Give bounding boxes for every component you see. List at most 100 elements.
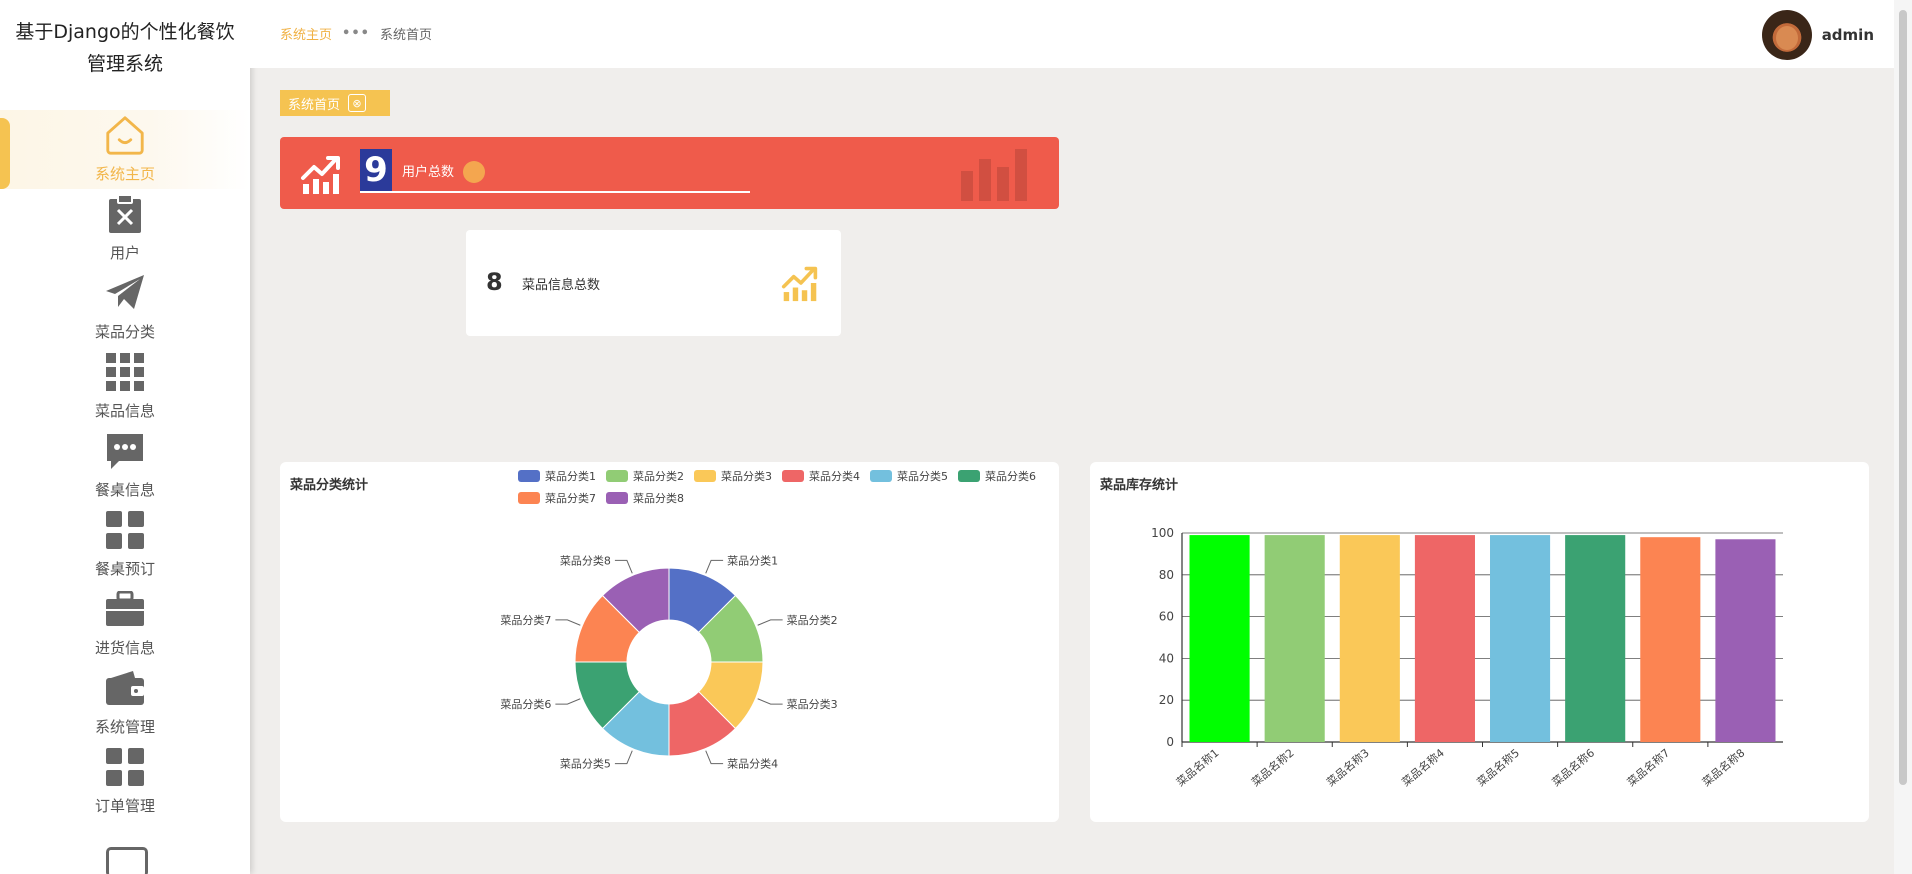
four-squares-icon xyxy=(103,508,147,552)
x-tick-label: 菜品名称5 xyxy=(1474,746,1522,790)
dish-count-value: 8 xyxy=(486,268,503,296)
wallet-icon xyxy=(103,666,147,710)
legend-swatch xyxy=(606,470,628,482)
sidebar-item-label: 菜品信息 xyxy=(94,402,155,420)
bar[interactable] xyxy=(1715,539,1776,742)
pie-label-line xyxy=(757,619,783,626)
four-squares-icon xyxy=(103,745,147,789)
sidebar-item-system-management[interactable]: 系统管理 xyxy=(0,663,250,742)
user-menu[interactable]: admin xyxy=(1761,10,1874,60)
legend-label: 菜品分类7 xyxy=(545,492,596,505)
legend-swatch xyxy=(606,492,628,504)
legend-label: 菜品分类6 xyxy=(985,470,1036,483)
pie-slice-label: 菜品分类2 xyxy=(787,613,838,627)
sidebar-item-order-management[interactable]: 订单管理 xyxy=(0,742,250,821)
y-tick-label: 80 xyxy=(1159,568,1174,582)
legend-label: 菜品分类3 xyxy=(721,470,772,483)
card-icon[interactable] xyxy=(106,847,148,874)
breadcrumb-separator-icon: ••• xyxy=(342,26,370,41)
page-tag[interactable]: 系统首页 ⊗ xyxy=(280,90,390,116)
legend-swatch xyxy=(694,470,716,482)
legend-item[interactable]: 菜品分类1 xyxy=(518,468,596,484)
dish-count-label: 菜品信息总数 xyxy=(522,278,601,293)
chart-title: 菜品库存统计 xyxy=(1100,478,1179,493)
legend-item[interactable]: 菜品分类8 xyxy=(606,490,684,506)
clipboard-x-icon xyxy=(103,192,147,236)
y-tick-label: 20 xyxy=(1159,693,1174,707)
pie-legend: 菜品分类1 菜品分类2 菜品分类3 菜品分类4 菜品分类5 菜品分类6 菜品分类7 菜品分类8 xyxy=(518,468,1058,506)
scrollbar-thumb[interactable] xyxy=(1899,10,1907,785)
legend-item[interactable]: 菜品分类3 xyxy=(694,468,772,484)
sidebar-item-label: 餐桌预订 xyxy=(94,560,155,578)
bar[interactable] xyxy=(1640,537,1701,742)
x-tick-label: 菜品名称1 xyxy=(1173,746,1221,790)
legend-swatch xyxy=(782,470,804,482)
bar[interactable] xyxy=(1339,535,1400,742)
sidebar-item-dish-info[interactable]: 菜品信息 xyxy=(0,347,250,426)
sidebar-item-label: 餐桌信息 xyxy=(94,481,155,499)
legend-item[interactable]: 菜品分类7 xyxy=(518,490,596,506)
y-tick-label: 60 xyxy=(1159,610,1174,624)
sidebar-item-purchase-info[interactable]: 进货信息 xyxy=(0,584,250,663)
top-header: 系统主页 ••• 系统首页 admin xyxy=(250,0,1894,68)
y-tick-label: 40 xyxy=(1159,651,1174,665)
x-tick-label: 菜品名称7 xyxy=(1624,746,1672,790)
chart-title: 菜品分类统计 xyxy=(290,478,369,493)
pie-slice-label: 菜品分类8 xyxy=(560,553,611,567)
legend-item[interactable]: 菜品分类4 xyxy=(782,468,860,484)
legend-swatch xyxy=(958,470,980,482)
sidebar-item-table-info[interactable]: 餐桌信息 xyxy=(0,426,250,505)
sidebar: 基于Django的个性化餐饮 管理系统 系统主页 用户 菜品分类 菜品信息 餐桌… xyxy=(0,0,250,874)
sidebar-item-label: 系统主页 xyxy=(94,165,155,183)
sidebar-item-label: 订单管理 xyxy=(94,797,155,815)
breadcrumb-current: 系统首页 xyxy=(379,28,432,43)
bar[interactable] xyxy=(1414,535,1475,742)
paper-plane-icon xyxy=(103,271,147,315)
legend-label: 菜品分类4 xyxy=(809,470,860,483)
pie-label-line xyxy=(705,750,724,765)
y-tick-label: 0 xyxy=(1166,735,1174,749)
dish-count-card: 8 菜品信息总数 xyxy=(466,230,841,336)
pie-label-line xyxy=(757,698,783,705)
legend-swatch xyxy=(870,470,892,482)
legend-label: 菜品分类8 xyxy=(633,492,684,505)
card-underline xyxy=(360,191,750,193)
user-count-card: 9 用户总数 xyxy=(280,137,1059,209)
pie-slice-label: 菜品分类5 xyxy=(560,757,611,771)
sidebar-item-table-booking[interactable]: 餐桌预订 xyxy=(0,505,250,584)
avatar[interactable] xyxy=(1761,10,1812,60)
stock-stats-panel: 菜品库存统计 0 20 40 60 80 100 菜品名称1 菜品名称2 菜品名称3 菜品名称4 菜… xyxy=(1090,462,1869,822)
legend-label: 菜品分类5 xyxy=(897,470,948,483)
pie-label-line xyxy=(555,619,581,626)
x-tick-label: 菜品名称6 xyxy=(1549,746,1597,790)
page-tag-label: 系统首页 xyxy=(288,97,341,113)
system-title-line2: 管理系统 xyxy=(86,53,163,75)
pie-slice[interactable] xyxy=(601,567,670,634)
sidebar-item-dish-category[interactable]: 菜品分类 xyxy=(0,268,250,347)
sidebar-item-home[interactable]: 系统主页 xyxy=(0,110,250,189)
tag-close-icon[interactable]: ⊗ xyxy=(348,94,367,112)
sidebar-item-label: 用户 xyxy=(109,244,140,262)
user-count-label: 用户总数 xyxy=(402,165,455,180)
bar[interactable] xyxy=(1189,535,1250,742)
breadcrumb-home-link[interactable]: 系统主页 xyxy=(280,28,333,43)
bar-chart: 0 20 40 60 80 100 菜品名称1 菜品名称2 菜品名称3 菜品名称4 菜品名称5 菜品名… xyxy=(1151,526,1783,790)
username[interactable]: admin xyxy=(1821,26,1874,44)
bar[interactable] xyxy=(1565,535,1626,742)
legend-swatch xyxy=(518,492,540,504)
legend-item[interactable]: 菜品分类6 xyxy=(958,468,1036,484)
legend-swatch xyxy=(518,470,540,482)
legend-item[interactable]: 菜品分类2 xyxy=(606,468,684,484)
breadcrumb: 系统主页 ••• 系统首页 xyxy=(280,24,432,43)
scrollbar[interactable] xyxy=(1894,0,1912,874)
bar[interactable] xyxy=(1490,535,1551,742)
x-tick-label: 菜品名称2 xyxy=(1249,746,1297,790)
sidebar-item-users[interactable]: 用户 xyxy=(0,189,250,268)
x-tick-label: 菜品名称3 xyxy=(1324,746,1372,790)
sidebar-item-label: 进货信息 xyxy=(94,639,155,657)
bar[interactable] xyxy=(1264,535,1325,742)
legend-label: 菜品分类2 xyxy=(633,470,684,483)
pie-label-line xyxy=(614,559,633,574)
sidebar-item-label: 菜品分类 xyxy=(94,323,155,341)
legend-item[interactable]: 菜品分类5 xyxy=(870,468,948,484)
